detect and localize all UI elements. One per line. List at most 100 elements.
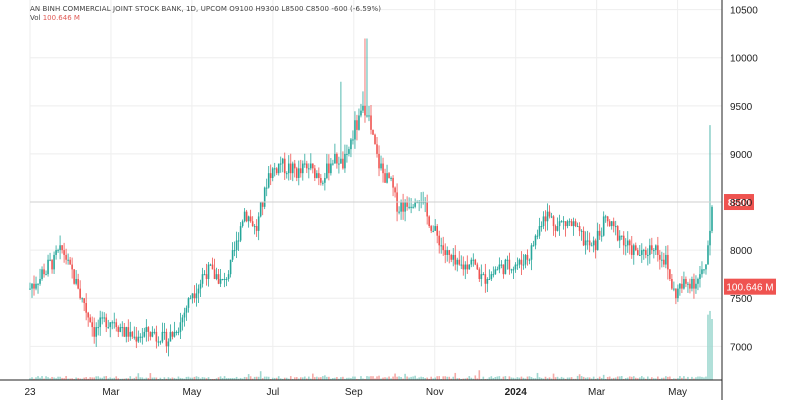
volume-bar	[711, 318, 713, 380]
volume-bar	[649, 378, 651, 380]
candle-body	[273, 168, 276, 170]
volume-bar	[247, 374, 250, 380]
volume-bar	[209, 378, 212, 380]
volume-bar	[516, 377, 519, 380]
volume-bar	[657, 376, 659, 380]
volume-bar	[119, 378, 122, 380]
volume-bar	[249, 376, 252, 380]
candle-body	[340, 158, 342, 164]
candle-body	[31, 283, 33, 289]
candle-body	[384, 173, 386, 183]
volume-bar	[257, 376, 260, 380]
candle-body	[330, 163, 332, 174]
candle-body	[163, 331, 166, 333]
candle-body	[398, 211, 400, 213]
candle-body	[153, 331, 156, 333]
candle-body	[588, 240, 591, 246]
volume-bar	[330, 378, 332, 380]
candle-body	[117, 327, 120, 332]
volume-bar	[167, 377, 170, 380]
volume-bar	[285, 377, 288, 380]
volume-bar	[225, 378, 228, 380]
candle-body	[275, 168, 278, 174]
volume-bar	[189, 377, 192, 380]
candle-body	[119, 327, 122, 332]
volume-bar	[454, 372, 457, 380]
volume-bar	[91, 377, 93, 380]
volume-bar	[530, 377, 533, 380]
volume-bar	[302, 377, 304, 380]
volume-bar	[458, 378, 461, 380]
candle-body	[530, 245, 533, 260]
volume-bar	[219, 376, 222, 380]
volume-bar	[163, 377, 166, 380]
candle-body	[709, 230, 711, 246]
volume-bar	[618, 376, 621, 380]
volume-bar	[460, 378, 463, 380]
volume-bar	[606, 376, 609, 380]
candle-body	[532, 245, 535, 247]
volume-bar	[438, 376, 440, 380]
volume-bar	[578, 374, 581, 380]
volume-bar	[45, 376, 47, 380]
volume-bar	[352, 376, 354, 380]
volume-bar	[572, 378, 575, 380]
candle-body	[430, 226, 432, 231]
volume-bar	[380, 378, 382, 380]
volume-bar	[71, 378, 73, 380]
candle-body	[149, 331, 152, 337]
candle-body	[251, 221, 254, 227]
volume-bar	[388, 376, 390, 380]
volume-bar	[243, 376, 246, 380]
candle-body	[378, 153, 380, 169]
volume-bar	[416, 378, 418, 380]
volume-bar	[524, 378, 527, 380]
y-tick-label: 10500	[730, 6, 758, 17]
volume-bar	[77, 377, 79, 380]
volume-bar	[402, 378, 404, 380]
candle-body	[57, 250, 59, 252]
candle-body	[350, 139, 352, 150]
volume-badge	[724, 278, 776, 295]
candle-body	[663, 259, 665, 265]
candle-body	[141, 336, 144, 338]
candle-body	[227, 274, 230, 279]
y-tick-label: 8500	[730, 198, 753, 209]
candle-body	[293, 163, 296, 169]
candle-body	[671, 278, 673, 289]
volume-bar	[291, 378, 294, 380]
volume-bar	[624, 378, 627, 380]
candle-body	[231, 250, 234, 260]
volume-bar	[534, 378, 537, 380]
volume-bar	[289, 376, 292, 380]
volume-bar	[205, 378, 208, 380]
volume-bar	[404, 373, 406, 380]
candle-body	[332, 163, 334, 165]
volume-bar	[474, 375, 477, 380]
candle-body	[356, 120, 358, 130]
candle-body	[53, 254, 55, 270]
volume-bar	[103, 376, 106, 380]
candle-body	[534, 235, 537, 246]
volume-bar	[372, 376, 374, 380]
volume-bar	[47, 377, 49, 380]
y-tick-label: 9500	[730, 102, 753, 113]
volume-bar	[297, 378, 300, 380]
candle-body	[306, 163, 308, 169]
volume-bar	[440, 378, 443, 380]
candle-body	[247, 216, 250, 222]
volume-bar	[636, 378, 639, 380]
candle-body	[667, 254, 669, 270]
volume-bar	[378, 375, 380, 380]
volume-bar	[101, 377, 104, 380]
candle-body	[687, 283, 689, 285]
candle-body	[187, 298, 190, 308]
volume-bar	[428, 378, 430, 380]
candle-body	[364, 105, 366, 116]
candle-body	[173, 331, 176, 337]
volume-bar	[430, 376, 432, 380]
volume-bar	[273, 377, 276, 380]
candle-body	[283, 158, 286, 174]
